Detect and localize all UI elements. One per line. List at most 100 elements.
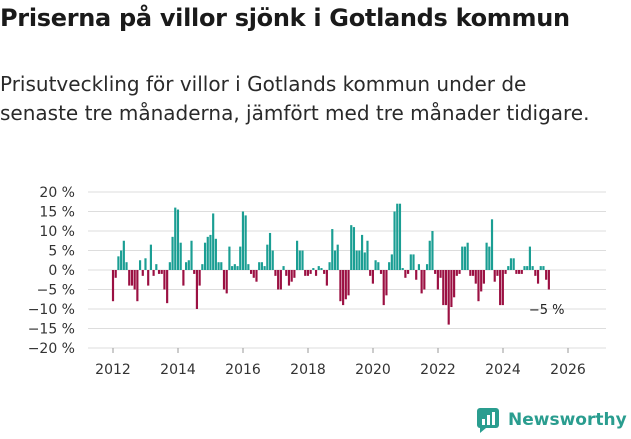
bar [366,240,369,270]
bar [168,262,171,270]
bar [285,270,288,276]
bar [404,270,407,278]
bar [117,256,120,270]
bar [166,270,169,304]
brand-name: Newsworthy [508,410,627,430]
x-tick-label: 2016 [225,362,261,378]
y-tick-label: −15 % [28,322,75,338]
bar [388,262,391,270]
last-value-annotation: −5 % [529,303,565,318]
bar [111,270,115,302]
bar [266,244,269,270]
bar [187,260,190,270]
bar [379,270,383,274]
bar [203,242,207,270]
bar [274,270,277,276]
bar [149,244,152,270]
bar [198,270,201,286]
bar [515,270,518,274]
bar [336,244,339,270]
bar [128,270,131,286]
bar [499,270,502,306]
bar [209,234,212,270]
chart-subtitle: Prisutveckling för villor i Gotlands kom… [0,72,590,125]
bar [450,270,453,308]
bar [157,270,161,274]
bar [423,270,426,290]
bar [174,207,177,270]
x-tick-label: 2024 [485,362,521,378]
bar [490,219,494,270]
bar [409,254,412,270]
bar [304,270,307,276]
newsworthy-logo: Newsworthy [476,407,627,433]
newsworthy-logo-icon [477,408,499,433]
bar [534,270,537,276]
bar [296,240,299,270]
bar [463,246,467,270]
bar [293,270,296,278]
x-tick-label: 2018 [290,362,326,378]
bar [206,236,209,270]
bar [182,270,185,286]
bar [163,270,166,290]
bar [136,270,139,302]
y-tick-label: −10 % [28,302,75,318]
bar [501,270,504,306]
bar [371,270,374,284]
bar [114,270,117,278]
bar [434,270,437,274]
y-tick-label: 0 % [48,263,75,279]
bars [111,203,550,325]
bar [147,270,150,286]
bar [363,252,366,270]
bar [298,250,301,270]
bar [482,270,485,284]
bar [247,264,250,270]
bar [214,238,217,270]
bar [228,246,231,270]
bar [547,270,550,290]
bar [201,264,204,270]
bar [509,258,513,270]
bar [396,203,399,270]
bar [144,258,147,270]
bar [347,270,350,296]
bar [417,264,421,270]
bar [190,240,193,270]
bar [260,262,263,270]
bar [282,266,285,270]
bar [528,246,531,270]
bar [447,270,450,325]
x-axis-ticks: 2012 2014 2016 2018 2020 2022 2024 2026 [95,348,586,378]
y-tick-label: 20 % [39,185,75,201]
bar [287,270,291,286]
y-tick-label: 5 % [48,244,75,260]
bar [385,270,388,296]
bar [268,232,272,270]
bar [301,250,304,270]
bar [442,270,445,306]
bar [212,213,215,270]
bar [225,270,228,294]
bar [160,270,163,274]
bar [320,268,323,270]
x-tick-label: 2022 [420,362,456,378]
bar [512,258,515,270]
x-tick-label: 2020 [355,362,391,378]
bar [125,262,128,270]
bar [474,270,477,284]
bar [496,270,499,276]
bar [390,254,393,270]
bar [344,270,347,300]
x-tick-label: 2012 [95,362,131,378]
bar [352,227,356,270]
bar [493,270,496,282]
x-tick-label: 2026 [550,362,586,378]
y-axis-ticks: 20 % 15 % 10 % 5 % 0 % −5 % −10 % −15 % −20 % [28,185,75,357]
bar [407,270,410,274]
bar [523,266,526,270]
bar [412,254,415,270]
bar [277,270,280,290]
bar [239,246,242,270]
